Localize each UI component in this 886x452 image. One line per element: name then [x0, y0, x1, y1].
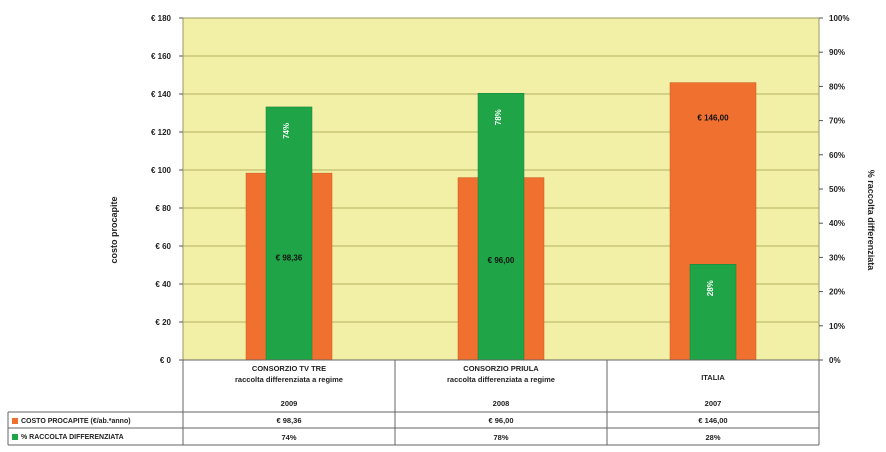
y2-axis-ticks: 0% 10% 20% 30% 40% 50% 60% 70% 80% 90% 100%: [819, 14, 849, 365]
y-tick-label: € 180: [151, 14, 172, 23]
bars: € 98,36 74% € 96,00 78% € 146,00 28%: [245, 82, 757, 361]
y2-tick-label: 30%: [829, 253, 845, 262]
category-label: CONSORZIO PRIULA: [463, 364, 539, 373]
cost-data-label: € 98,36: [276, 254, 303, 263]
y-tick-label: € 140: [151, 90, 172, 99]
y2-axis-label: % raccolta differenziata: [866, 170, 876, 272]
category-label: CONSORZIO TV TRE: [252, 364, 326, 373]
percentage-bar: [689, 263, 737, 361]
category-sublabel: raccolta differenziata a regime: [235, 375, 343, 384]
legend-label-cost: COSTO PROCAPITE (€/ab.*anno): [21, 418, 131, 425]
y2-tick-label: 40%: [829, 219, 845, 228]
y2-tick-label: 80%: [829, 82, 845, 91]
y2-tick-label: 10%: [829, 322, 845, 331]
y-tick-label: € 80: [155, 204, 171, 213]
y2-tick-label: 0%: [829, 356, 841, 365]
category-year: 2009: [281, 399, 298, 408]
y-tick-label: € 40: [155, 280, 171, 289]
table-percentage-value: 74%: [281, 433, 296, 442]
cost-data-label: € 146,00: [697, 114, 729, 123]
y-tick-label: € 20: [155, 318, 171, 327]
y-axis-ticks: € 0 € 20 € 40 € 60 € 80 € 100 € 120 € 140 € 160 €…: [151, 14, 183, 365]
table-percentage-value: 78%: [493, 433, 508, 442]
y2-tick-label: 90%: [829, 48, 845, 57]
y2-tick-label: 70%: [829, 117, 845, 126]
legend-label-percentage: % RACCOLTA DIFFERENZIATA: [21, 434, 124, 441]
y-tick-label: € 160: [151, 52, 172, 61]
category-year: 2007: [705, 399, 722, 408]
category-sublabel: raccolta differenziata a regime: [447, 375, 555, 384]
legend-key-cost: [12, 418, 18, 424]
y2-tick-label: 20%: [829, 288, 845, 297]
category-label: ITALIA: [701, 373, 725, 382]
table-cost-value: € 146,00: [698, 416, 727, 425]
y2-tick-label: 60%: [829, 151, 845, 160]
cost-data-label: € 96,00: [488, 256, 515, 265]
percentage-bar: [477, 92, 525, 361]
legend-key-percentage: [12, 434, 18, 440]
percentage-data-label: 74%: [282, 123, 291, 139]
table-cost-value: € 96,00: [488, 416, 513, 425]
table-cost-value: € 98,36: [276, 416, 301, 425]
y2-tick-label: 50%: [829, 185, 845, 194]
data-table: CONSORZIO TV TRE raccolta differenziata a…: [7, 359, 820, 446]
y-tick-label: € 60: [155, 242, 171, 251]
table-percentage-value: 28%: [705, 433, 720, 442]
percentage-data-label: 78%: [494, 109, 503, 125]
y-tick-label: € 100: [151, 166, 172, 175]
y-tick-label: € 120: [151, 128, 172, 137]
percentage-bar: [265, 106, 313, 361]
y2-tick-label: 100%: [829, 14, 849, 23]
y-axis-label: costo procapite: [109, 196, 119, 263]
category-year: 2008: [493, 399, 510, 408]
percentage-data-label: 28%: [706, 280, 715, 296]
y-tick-label: € 0: [160, 356, 172, 365]
